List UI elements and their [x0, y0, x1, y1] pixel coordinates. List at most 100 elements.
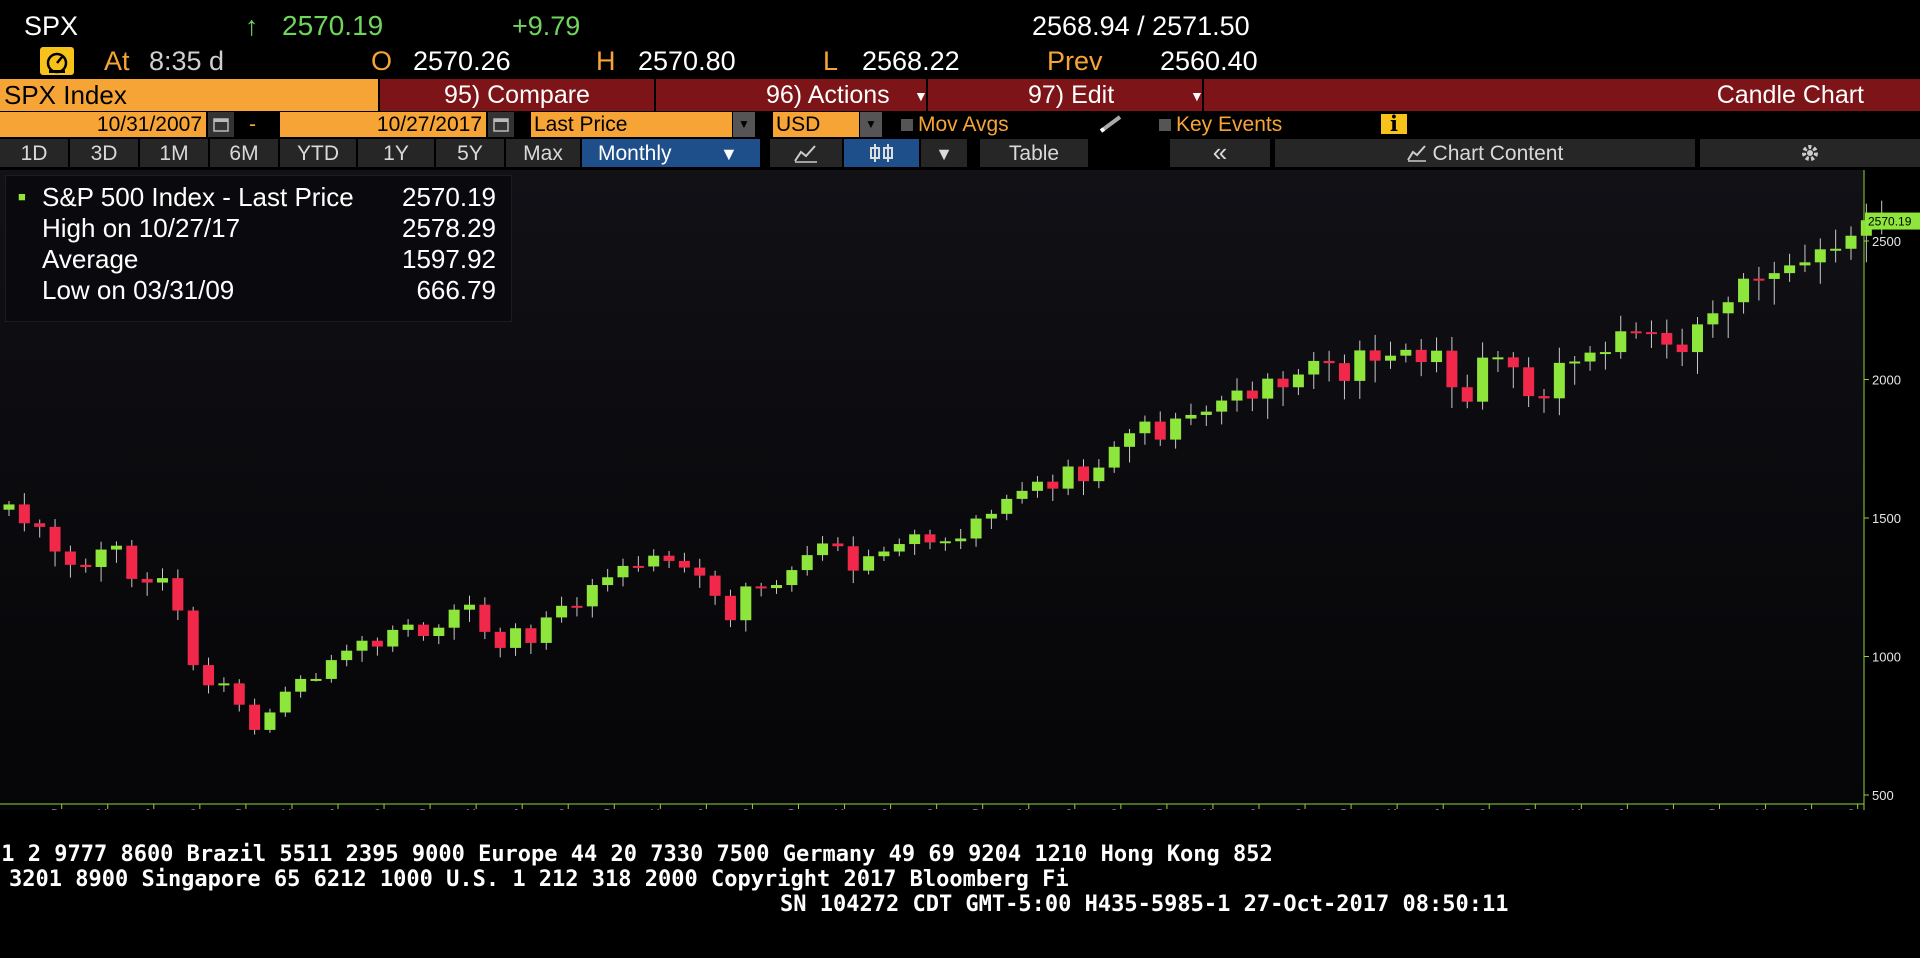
candle-down: [1323, 360, 1335, 364]
calendar-icon[interactable]: [208, 112, 234, 137]
candle-up: [1231, 390, 1243, 401]
pencil-icon[interactable]: [1098, 113, 1124, 140]
candle-up: [1707, 313, 1719, 325]
candle-down: [64, 551, 76, 565]
collapse-icon[interactable]: «: [1170, 139, 1270, 167]
candle-up: [1354, 350, 1366, 381]
gear-icon[interactable]: [1700, 139, 1920, 167]
candle-up: [602, 577, 614, 586]
x-tick-label: Jun: [1434, 807, 1453, 810]
candle-up: [740, 586, 752, 621]
x-tick-label: Sep: [373, 807, 395, 810]
currency-select[interactable]: USD: [773, 112, 859, 137]
chart-content-button[interactable]: Chart Content: [1275, 139, 1695, 167]
x-tick-label: Dec: [1709, 807, 1730, 810]
mov-avgs-label: Mov Avgs: [918, 113, 1009, 136]
speedometer-icon[interactable]: [40, 47, 74, 75]
candle-down: [1461, 387, 1473, 402]
candle-up: [464, 604, 475, 610]
y-tick-label: 1000: [1872, 650, 1901, 665]
price-change: +9.79: [512, 11, 581, 41]
actions-label: 96) Actions: [766, 81, 890, 109]
mov-avgs-checkbox[interactable]: [901, 119, 913, 131]
x-tick-label: Jun: [697, 807, 716, 810]
low-label: L: [823, 46, 839, 76]
candle-up: [1400, 349, 1412, 356]
line-chart-icon[interactable]: [770, 139, 842, 167]
candle-down: [249, 704, 261, 730]
candle-down: [1277, 378, 1289, 388]
series-color-swatch: ■: [18, 189, 26, 204]
tab-3d[interactable]: 3D: [70, 139, 138, 167]
candle-up: [1615, 331, 1627, 353]
candle-up: [1553, 362, 1565, 399]
tab-ytd[interactable]: YTD: [280, 139, 356, 167]
candle-down: [924, 534, 936, 543]
ticker-symbol: SPX: [24, 11, 79, 41]
actions-menu[interactable]: 96) Actions ▼: [654, 79, 928, 111]
prev-value: 2560.40: [1160, 46, 1258, 76]
tab-1y[interactable]: 1Y: [358, 139, 434, 167]
calendar-icon[interactable]: [488, 112, 514, 137]
candle-up: [1124, 433, 1136, 447]
end-date-field[interactable]: 10/27/2017: [280, 112, 486, 137]
candle-up: [801, 555, 813, 571]
edit-menu[interactable]: 97) Edit ▼: [926, 79, 1204, 111]
chart-content-label: Chart Content: [1432, 142, 1564, 165]
candle-up: [1016, 490, 1028, 499]
candle-down: [371, 640, 383, 647]
candle-down: [1415, 349, 1427, 363]
candle-down: [1523, 367, 1535, 397]
tab-6m[interactable]: 6M: [210, 139, 278, 167]
candle-up: [1262, 378, 1274, 399]
candle-down: [233, 683, 245, 705]
period-select[interactable]: Monthly ▼: [582, 139, 760, 167]
candle-down: [1661, 332, 1673, 345]
chevron-down-icon[interactable]: ▼: [733, 112, 755, 137]
x-tick-label: Sep: [1663, 807, 1685, 810]
legend-box: [5, 175, 512, 322]
tab-5y[interactable]: 5Y: [436, 139, 504, 167]
info-icon[interactable]: i: [1381, 113, 1407, 134]
candle-up: [1170, 418, 1182, 440]
legend-high-label: High on 10/27/17: [42, 213, 241, 243]
candle-up: [218, 683, 230, 686]
candle-chart-icon[interactable]: [844, 139, 919, 167]
tab-max[interactable]: Max: [506, 139, 580, 167]
security-field[interactable]: SPX Index: [0, 79, 378, 111]
key-events-checkbox[interactable]: [1159, 119, 1171, 131]
x-tick-label: Jun: [1249, 807, 1268, 810]
field-select[interactable]: Last Price: [531, 112, 732, 137]
tab-1m[interactable]: 1M: [140, 139, 208, 167]
edit-label: 97) Edit: [1028, 81, 1115, 109]
start-date-field[interactable]: 10/31/2007: [0, 112, 206, 137]
x-tick-label: Sep: [1294, 807, 1316, 810]
y-tick-label: 2000: [1872, 373, 1901, 388]
x-tick-label: Dec: [51, 807, 72, 810]
chart-type-title: Candle Chart: [1202, 79, 1920, 111]
candle-down: [1154, 421, 1166, 440]
candle-down: [847, 546, 859, 571]
chevron-down-icon[interactable]: ▼: [860, 112, 882, 137]
tab-1d[interactable]: 1D: [0, 139, 68, 167]
candle-up: [1799, 262, 1811, 266]
bid-ask: 2568.94 / 2571.50: [1032, 11, 1250, 41]
table-button[interactable]: Table: [980, 139, 1088, 167]
candle-up: [1139, 421, 1151, 434]
compare-button[interactable]: 95) Compare: [378, 79, 654, 111]
x-tick-label: Jun: [881, 807, 900, 810]
chevron-down-icon[interactable]: ▼: [921, 139, 967, 167]
legend-low-value: 666.79: [416, 275, 496, 305]
candle-up: [863, 556, 875, 571]
candle-up: [1062, 466, 1074, 489]
candle-up: [433, 627, 445, 637]
candle-up: [157, 578, 168, 583]
candle-down: [494, 631, 506, 648]
x-tick-label: Dec: [788, 807, 809, 810]
prev-label: Prev: [1047, 46, 1103, 76]
x-tick-label: Sep: [926, 807, 948, 810]
candle-down: [187, 610, 199, 666]
candle-up: [1431, 350, 1443, 363]
candle-up: [1814, 249, 1826, 263]
x-tick-label: Sep: [742, 807, 764, 810]
